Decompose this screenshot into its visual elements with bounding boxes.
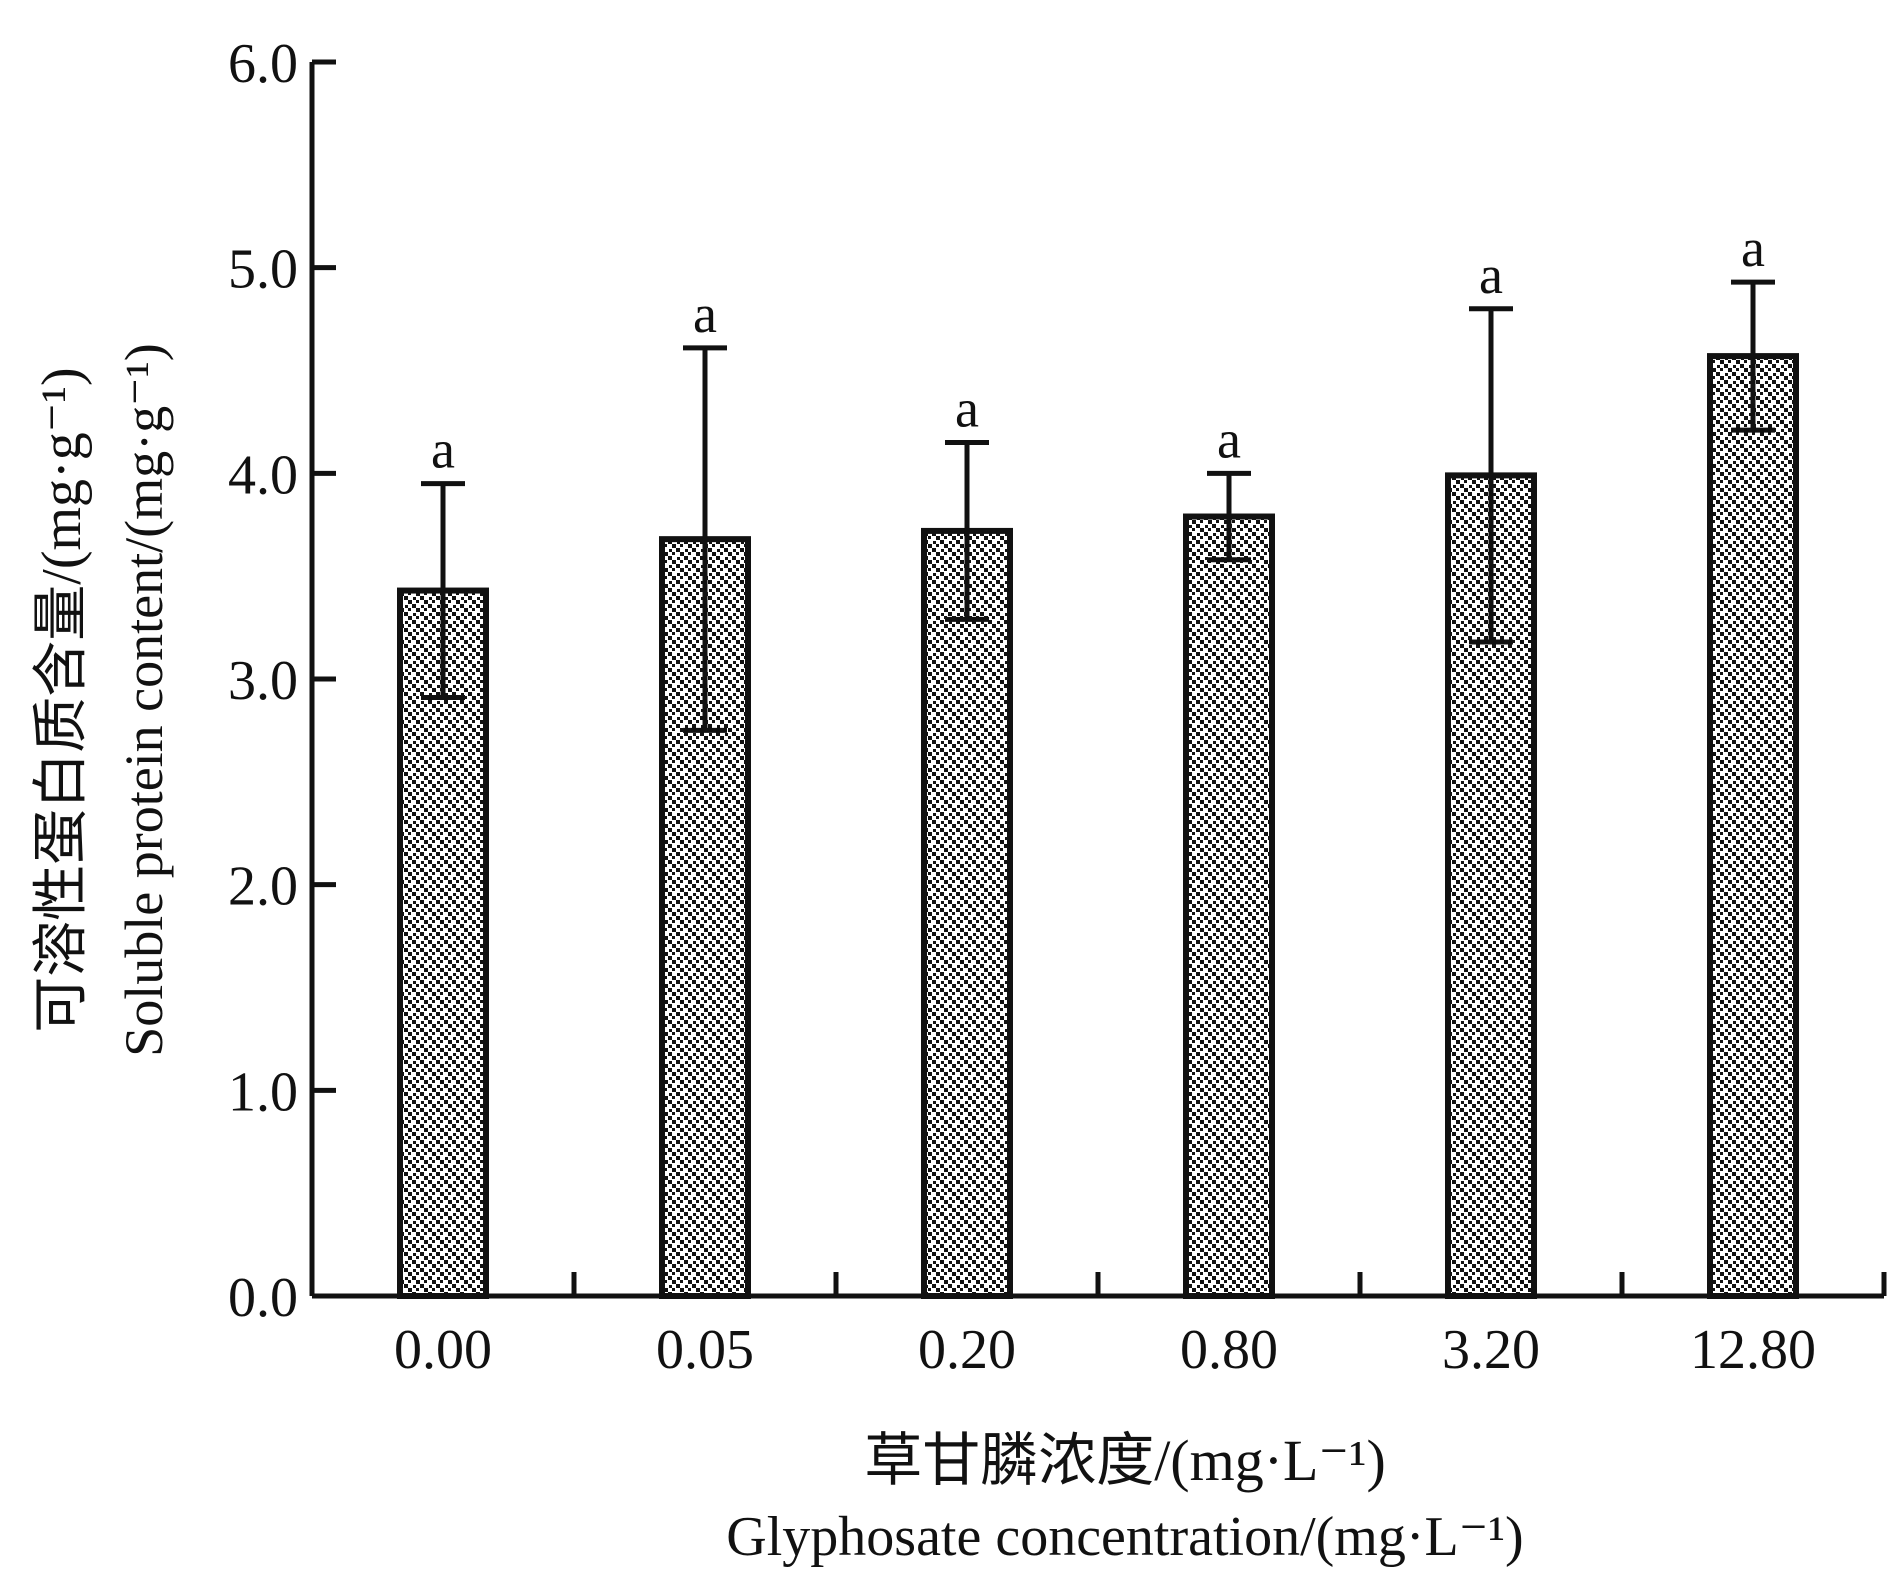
x-tick-label: 0.20: [918, 1319, 1016, 1381]
x-tick-label: 0.05: [656, 1319, 754, 1381]
y-axis-title-zh: 可溶性蛋白质含量/(mg·g⁻¹): [31, 367, 93, 1032]
y-tick-label: 2.0: [228, 856, 298, 918]
significance-labels: a a a a a a: [431, 218, 1765, 480]
significance-label: a: [431, 420, 455, 480]
tick-labels: 0.0 1.0 2.0 3.0 4.0 5.0 6.0 0.00 0.05 0.20 0.80 3.2…: [228, 33, 1816, 1381]
x-axis-title-zh: 草甘膦浓度/(mg·L⁻¹): [864, 1428, 1386, 1493]
x-axis-title-en: Glyphosate concentration/(mg·L⁻¹): [726, 1506, 1523, 1568]
y-tick-label: 3.0: [228, 650, 298, 712]
error-bars: [421, 279, 1775, 733]
x-tick-label: 3.20: [1442, 1319, 1540, 1381]
x-tick-label: 0.80: [1180, 1319, 1278, 1381]
bars: [397, 353, 1799, 1299]
bar: [397, 587, 489, 1299]
significance-label: a: [1217, 409, 1241, 469]
y-axis-title-en: Soluble protein content/(mg·g⁻¹): [114, 343, 174, 1057]
x-tick-label: 0.00: [394, 1319, 492, 1381]
y-tick-label: 5.0: [228, 239, 298, 301]
axes: [309, 59, 1887, 1299]
y-tick-label: 6.0: [228, 33, 298, 95]
significance-label: a: [955, 378, 979, 438]
significance-label: a: [1741, 218, 1765, 278]
bar: [1183, 513, 1275, 1299]
bar: [921, 527, 1013, 1299]
y-tick-label: 0.0: [228, 1267, 298, 1329]
x-tick-label: 12.80: [1690, 1319, 1816, 1381]
significance-label: a: [1479, 245, 1503, 305]
y-tick-label: 4.0: [228, 444, 298, 506]
y-tick-label: 1.0: [228, 1061, 298, 1123]
significance-label: a: [693, 284, 717, 344]
bar: [1707, 353, 1799, 1299]
